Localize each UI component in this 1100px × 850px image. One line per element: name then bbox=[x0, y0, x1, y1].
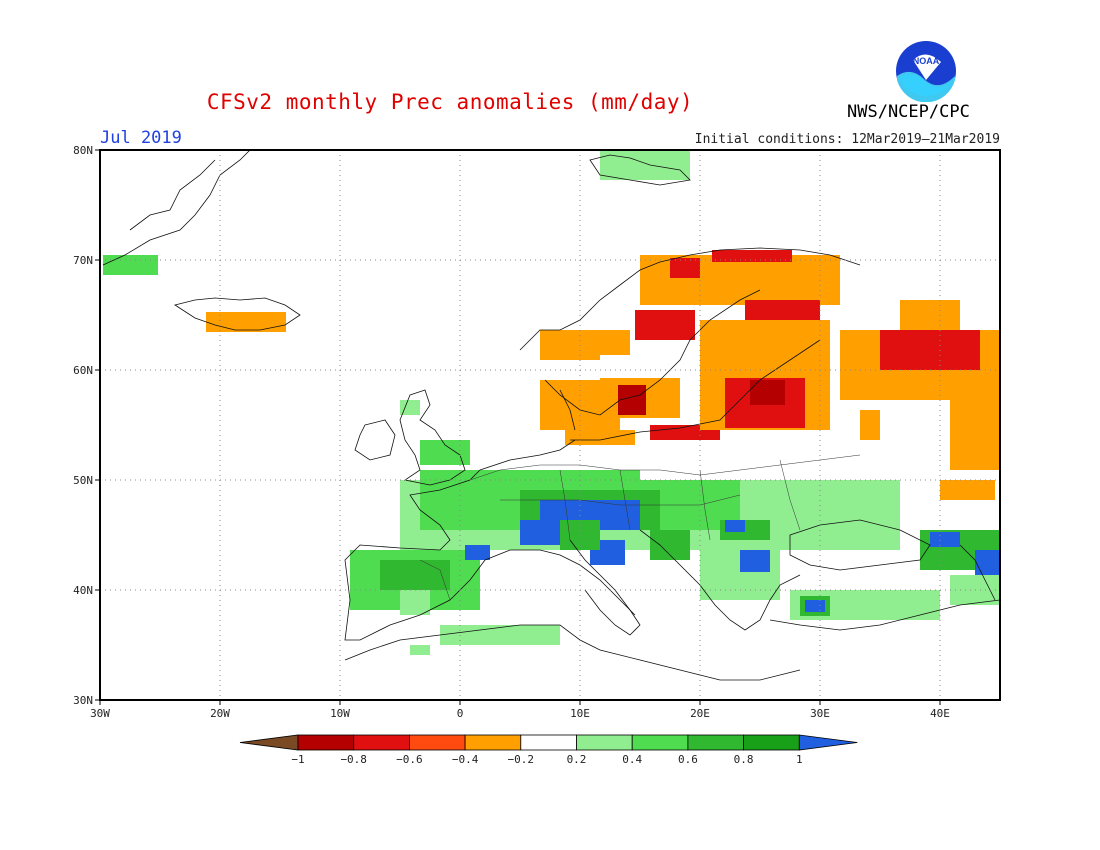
lat-tick-label: 70N bbox=[73, 254, 93, 267]
tick-marks bbox=[95, 149, 941, 705]
chart-title-text: CFSv2 monthly Prec anomalies (mm/day) bbox=[206, 90, 694, 114]
lat-tick-label: 40N bbox=[73, 584, 93, 597]
lat-tick-label: 80N bbox=[73, 144, 93, 157]
lon-tick-label: 30W bbox=[90, 707, 110, 720]
agency-label: NWS/NCEP/CPC bbox=[847, 102, 970, 122]
colorbar-bin bbox=[408, 734, 466, 751]
colorbar-right-arrow bbox=[798, 734, 858, 751]
coastlines bbox=[102, 150, 1000, 681]
chart-title: CFSv2 monthly Prec anomalies (mm/day) bbox=[0, 90, 1100, 114]
colorbar-bin bbox=[353, 734, 410, 751]
lon-tick-label: 10W bbox=[330, 707, 350, 720]
lon-tick-label: 20W bbox=[210, 707, 230, 720]
colorbar-label: 0.8 bbox=[734, 753, 754, 766]
colorbar-label: 0.2 bbox=[567, 753, 587, 766]
lon-tick-label: 0 bbox=[457, 707, 464, 720]
colorbar-bin bbox=[687, 734, 745, 751]
colorbar-label: −0.6 bbox=[396, 753, 423, 766]
colorbar: −1 −0.8 −0.6 −0.4 −0.2 0.2 0.4 0.6 0.8 1 bbox=[239, 734, 858, 766]
logo-text: NOAA bbox=[913, 56, 940, 66]
colorbar-left-arrow bbox=[239, 734, 299, 751]
gridlines bbox=[100, 150, 1000, 700]
colorbar-label: 0.6 bbox=[678, 753, 698, 766]
colorbar-bin bbox=[631, 734, 689, 751]
lon-tick-label: 20E bbox=[690, 707, 710, 720]
colorbar-bin bbox=[520, 734, 577, 751]
colorbar-bin bbox=[464, 734, 522, 751]
colorbar-bin bbox=[297, 734, 355, 751]
colorbar-label: 0.4 bbox=[622, 753, 642, 766]
initial-conditions-label: Initial conditions: 12Mar2019–21Mar2019 bbox=[694, 132, 1000, 147]
lat-tick-label: 50N bbox=[73, 474, 93, 487]
colorbar-bin bbox=[576, 734, 633, 751]
colorbar-bin bbox=[743, 734, 800, 751]
lon-tick-label: 40E bbox=[930, 707, 950, 720]
colorbar-label: −0.4 bbox=[452, 753, 479, 766]
lon-tick-label: 30E bbox=[810, 707, 830, 720]
lat-tick-label: 30N bbox=[73, 694, 93, 707]
month-label: Jul 2019 bbox=[100, 128, 182, 148]
colorbar-label: −0.8 bbox=[340, 753, 367, 766]
colorbar-label: 1 bbox=[796, 753, 803, 766]
map-frame bbox=[99, 149, 1001, 701]
colorbar-label: −0.2 bbox=[508, 753, 535, 766]
colorbar-label: −1 bbox=[291, 753, 304, 766]
lon-tick-label: 10E bbox=[570, 707, 590, 720]
noaa-logo-icon: NOAA bbox=[896, 41, 956, 102]
lat-tick-label: 60N bbox=[73, 364, 93, 377]
